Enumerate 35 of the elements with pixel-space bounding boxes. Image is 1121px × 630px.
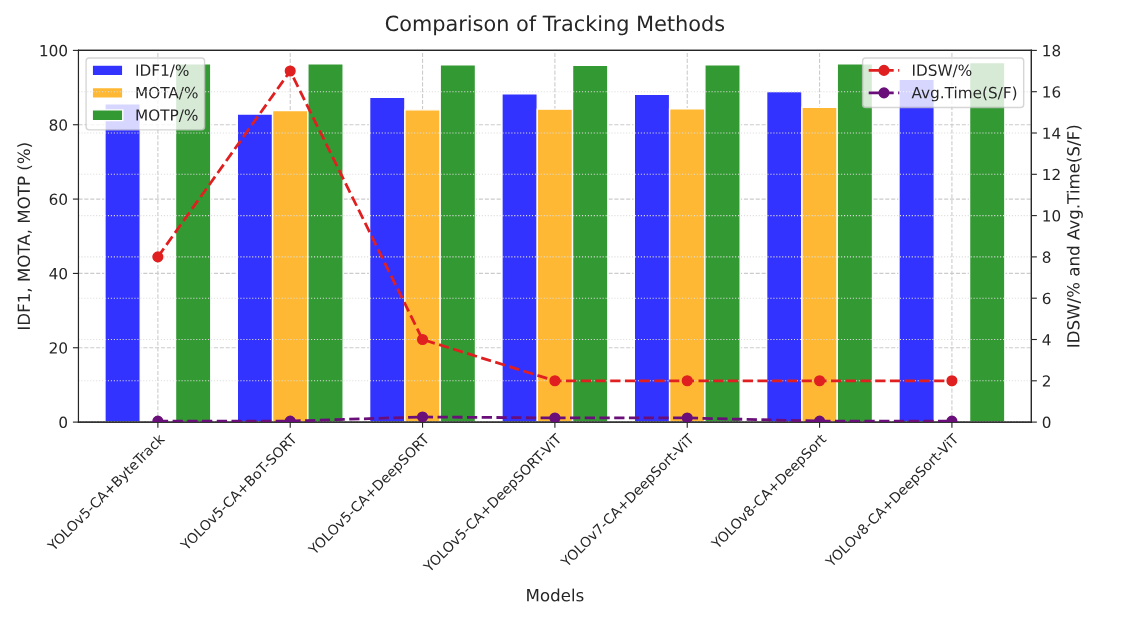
point: [946, 375, 958, 387]
y2-tick-label: 4: [1042, 334, 1051, 346]
y-tick-label: 80: [49, 119, 68, 131]
chart-title: Comparison of Tracking Methods: [385, 15, 725, 36]
y2-tick-label: 8: [1042, 251, 1051, 263]
point: [416, 333, 429, 346]
point: [681, 375, 693, 387]
point: [549, 412, 561, 423]
point: [549, 375, 561, 387]
point: [152, 251, 164, 263]
y2-tick-label: 10: [1043, 210, 1061, 222]
y2-tick-label: 18: [1043, 44, 1061, 57]
point: [284, 65, 296, 77]
y2-tick-label: 16: [1043, 86, 1061, 98]
y-tick-label: 60: [49, 193, 68, 206]
point: [681, 412, 693, 423]
y-tick-label: 0: [59, 416, 68, 429]
y-tick-label: 20: [49, 342, 68, 354]
y-tick-label: 100: [40, 44, 68, 57]
y2-tick-label: 14: [1043, 127, 1061, 139]
point: [814, 375, 826, 387]
y2-tick-label: 12: [1043, 168, 1060, 181]
legend-label: IDF1/%: [136, 64, 189, 78]
y2-tick-label: 6: [1042, 292, 1051, 305]
legend-label: MOTP/%: [136, 109, 198, 123]
legend-label: MOTA/%: [136, 86, 198, 100]
y-tick-label: 40: [49, 267, 68, 280]
y-axis-title: IDF1, MOTA, MOTP (%): [17, 143, 33, 330]
y2-axis-title: IDSW/% and Avg.Time(S/F): [1066, 125, 1083, 347]
y2-tick-label: 2: [1042, 375, 1050, 387]
point: [416, 411, 429, 423]
x-axis-title: Models: [527, 588, 584, 602]
legend-label: Avg.Time(S/F): [911, 86, 1017, 102]
y2-tick-label: 0: [1042, 416, 1051, 429]
legend-label: IDSW/%: [912, 64, 972, 78]
